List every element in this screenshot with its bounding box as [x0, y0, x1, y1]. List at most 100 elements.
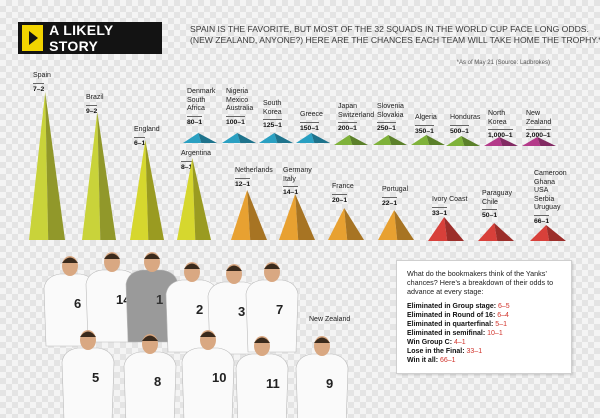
headline-title: A LIKELY STORY: [49, 22, 114, 54]
jersey-number: 9: [326, 376, 333, 391]
yanks-odds-row: Eliminated in Round of 16: 6–4: [407, 311, 561, 320]
jersey-number: 11: [266, 376, 280, 391]
odds-pyramid-algeria: [411, 135, 445, 145]
team-name: Denmark: [187, 88, 216, 95]
odds-pyramid-ivory-coast: [428, 217, 464, 241]
player-figure: 10: [181, 330, 235, 418]
odds-pyramid-spain: [29, 92, 65, 240]
team-photo: 6 14 1 2 3 7 5 8 10 11 9: [0, 250, 380, 418]
odds-label-cameroon-ghana-usa-serbia-uruguay: 66–1: [534, 214, 550, 225]
jersey-number: 3: [238, 304, 245, 319]
team-label-algeria: Algeria: [415, 114, 437, 123]
player-figure: 9: [295, 336, 349, 418]
odds-pyramid-honduras: [446, 136, 480, 146]
odds-pyramid-new-zealand: [522, 137, 556, 146]
team-label-brazil: Brazil: [86, 94, 104, 103]
team-name: Mexico: [226, 96, 249, 104]
team-photo-illustration: 6 14 1 2 3 7 5 8 10 11 9: [43, 252, 349, 418]
team-photo-caption: New Zealand: [309, 316, 351, 323]
team-name: Slovenia: [377, 103, 404, 110]
yanks-odds-row: Eliminated in quarterfinal: 5–1: [407, 320, 561, 329]
team-name: Zealand: [526, 118, 552, 126]
team-name: Honduras: [450, 114, 481, 121]
yanks-odds-value: 6–5: [498, 303, 510, 310]
intro-line-2: (NEW ZEALAND, ANYONE?) HERE ARE THE CHAN…: [190, 35, 600, 45]
odds-label-france: 20–1: [332, 193, 348, 204]
odds-label-honduras: 500–1: [450, 124, 469, 135]
yanks-odds-label: Eliminated in Round of 16:: [407, 312, 498, 319]
team-name: Uruguay: [534, 204, 561, 211]
team-name: Ivory Coast: [432, 196, 468, 203]
yanks-odds-value: 10–1: [487, 330, 503, 337]
odds-pyramid-portugal: [378, 210, 414, 240]
team-name: Switzerland: [338, 111, 375, 119]
team-name: Australia: [226, 105, 254, 112]
yanks-odds-label: Lose in the Final:: [407, 348, 467, 355]
team-label-greece: Greece: [300, 111, 323, 120]
play-icon: [22, 25, 44, 51]
team-label-england: England: [134, 126, 160, 135]
yanks-question: What do the bookmakers think of the Yank…: [407, 269, 554, 296]
team-name: Italy: [283, 175, 296, 183]
team-label-germany-italy: Germany Italy: [283, 167, 312, 184]
team-label-spain: Spain: [33, 72, 51, 81]
odds-pyramid-argentina: [177, 158, 211, 240]
yanks-odds-value: 4–1: [453, 339, 466, 346]
team-label-honduras: Honduras: [450, 114, 480, 123]
team-label-nigeria-mexico-australia: Nigeria Mexico Australia: [226, 88, 253, 114]
odds-label-denmark-south-africa: 80–1: [187, 115, 203, 126]
team-name: Algeria: [415, 114, 437, 121]
team-name: Brazil: [86, 94, 104, 101]
odds-label-portugal: 22–1: [382, 196, 398, 207]
yanks-odds-label: Win Group C:: [407, 339, 454, 346]
team-name: Korea: [488, 118, 507, 126]
team-name: Chile: [482, 198, 498, 206]
team-label-denmark-south-africa: Denmark South Africa: [187, 88, 215, 114]
jersey-number: 2: [196, 302, 203, 317]
odds-pyramid-paraguay-chile: [478, 223, 514, 241]
odds-pyramid-germany-italy: [279, 194, 315, 240]
intro-line-1: SPAIN IS THE FAVORITE, BUT MOST OF THE 3…: [190, 24, 589, 34]
team-name: Ghana: [534, 178, 556, 186]
odds-pyramid-brazil: [82, 112, 116, 240]
team-label-ivory-coast: Ivory Coast: [432, 196, 467, 205]
yanks-odds-row: Eliminated in semifinal: 10–1: [407, 329, 561, 338]
team-name: Slovakia: [377, 111, 404, 119]
odds-pyramid-slovenia-slovakia: [373, 135, 407, 145]
team-name: Japan: [338, 103, 358, 110]
yanks-odds-label: Win it all:: [407, 357, 440, 364]
team-name: Nigeria: [226, 88, 249, 95]
odds-label-spain: 7–2: [33, 82, 45, 93]
yanks-odds-box: What do the bookmakers think of the Yank…: [396, 260, 572, 374]
odds-label-north-korea: 1,000–1: [488, 129, 513, 139]
yanks-odds-value: 33–1: [466, 348, 483, 355]
yanks-odds-row: Win it all: 66–1: [407, 356, 561, 365]
odds-label-south-korea: 125–1: [263, 119, 282, 129]
yanks-odds-value: 6–4: [497, 312, 509, 319]
odds-label-england: 6–1: [134, 136, 146, 147]
team-name: Paraguay: [482, 190, 512, 197]
team-name: Greece: [300, 111, 323, 118]
yanks-odds-list: Eliminated in Group stage: 6–5 Eliminated…: [407, 302, 561, 365]
team-name: France: [332, 183, 354, 190]
team-name: Netherlands: [235, 167, 273, 174]
team-name: USA: [534, 187, 549, 194]
team-name: Africa: [187, 105, 205, 112]
team-label-france: France: [332, 183, 354, 192]
player-figure: 5: [61, 330, 115, 418]
team-label-argentina: Argentina: [181, 150, 211, 159]
odds-pyramid-england: [130, 140, 164, 240]
yanks-odds-row: Eliminated in Group stage: 6–5: [407, 302, 561, 311]
odds-pyramid-netherlands: [231, 190, 267, 240]
player-figure: 7: [245, 262, 299, 353]
team-name: Cameroon: [534, 170, 567, 177]
team-name: Germany: [283, 167, 312, 174]
intro-text: SPAIN IS THE FAVORITE, BUT MOST OF THE 3…: [190, 24, 600, 46]
player-figure: 14: [85, 252, 139, 343]
odds-label-paraguay-chile: 50–1: [482, 209, 498, 219]
odds-label-algeria: 350–1: [415, 124, 434, 135]
odds-label-greece: 150–1: [300, 121, 319, 132]
jersey-number: 5: [92, 370, 99, 385]
source-footnote: *As of May 21 (Source: Ladbrokes): [456, 60, 550, 66]
